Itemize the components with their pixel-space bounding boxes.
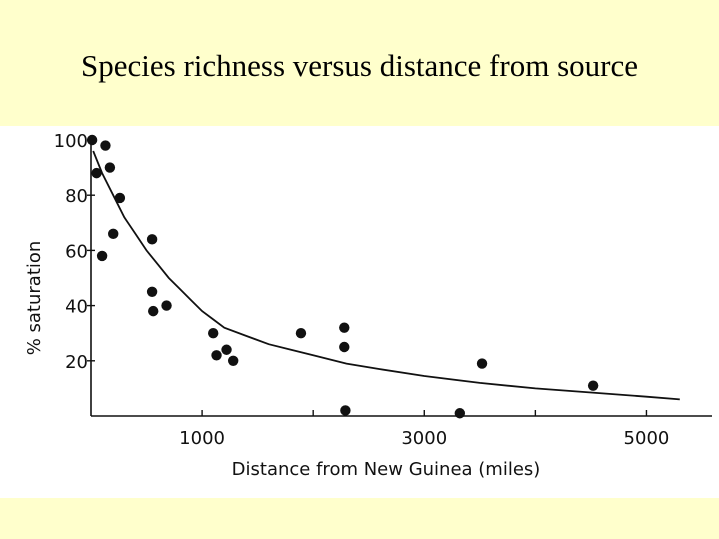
data-point	[161, 300, 172, 311]
data-point	[91, 167, 102, 179]
y-tick-label: 40	[65, 297, 88, 318]
data-point	[104, 162, 116, 173]
data-point	[208, 328, 219, 339]
y-tick-label: 100	[54, 131, 88, 152]
data-point	[295, 328, 307, 339]
slide-title: Species richness versus distance from so…	[81, 48, 638, 83]
data-point	[454, 408, 466, 419]
y-axis-label: % saturation	[24, 241, 45, 356]
data-point	[146, 286, 158, 297]
data-point	[146, 234, 158, 245]
data-point	[587, 380, 599, 391]
x-tick-label: 3000	[401, 428, 447, 449]
data-point	[476, 358, 488, 369]
data-point	[340, 405, 351, 416]
chart-ticks: 20 40 60 80 100 1000 3000 5000	[54, 131, 670, 449]
y-tick-label: 80	[65, 186, 88, 207]
data-point	[211, 350, 222, 361]
data-point	[114, 192, 126, 204]
scatter-chart: 20 40 60 80 100 1000 3000 5000 Distance from Ne…	[24, 131, 712, 480]
data-points-layer	[86, 134, 599, 419]
data-point	[148, 305, 159, 317]
data-point	[339, 322, 350, 333]
plot-panel: 20 40 60 80 100 1000 3000 5000 Distance from Ne…	[0, 126, 719, 498]
x-tick-label: 1000	[179, 428, 225, 449]
data-point	[221, 344, 232, 355]
fitted-curve	[92, 150, 680, 401]
data-point	[86, 134, 98, 146]
x-axis-label: Distance from New Guinea (miles)	[232, 459, 541, 480]
data-point	[227, 355, 239, 366]
y-tick-label: 60	[65, 241, 88, 262]
data-point	[100, 140, 111, 151]
data-point	[96, 250, 108, 262]
data-point	[339, 341, 350, 353]
y-tick-label: 20	[65, 352, 88, 373]
x-tick-label: 5000	[624, 428, 670, 449]
data-point	[108, 228, 119, 240]
chart-axes	[90, 136, 712, 417]
fitted-curve-layer	[92, 150, 680, 401]
